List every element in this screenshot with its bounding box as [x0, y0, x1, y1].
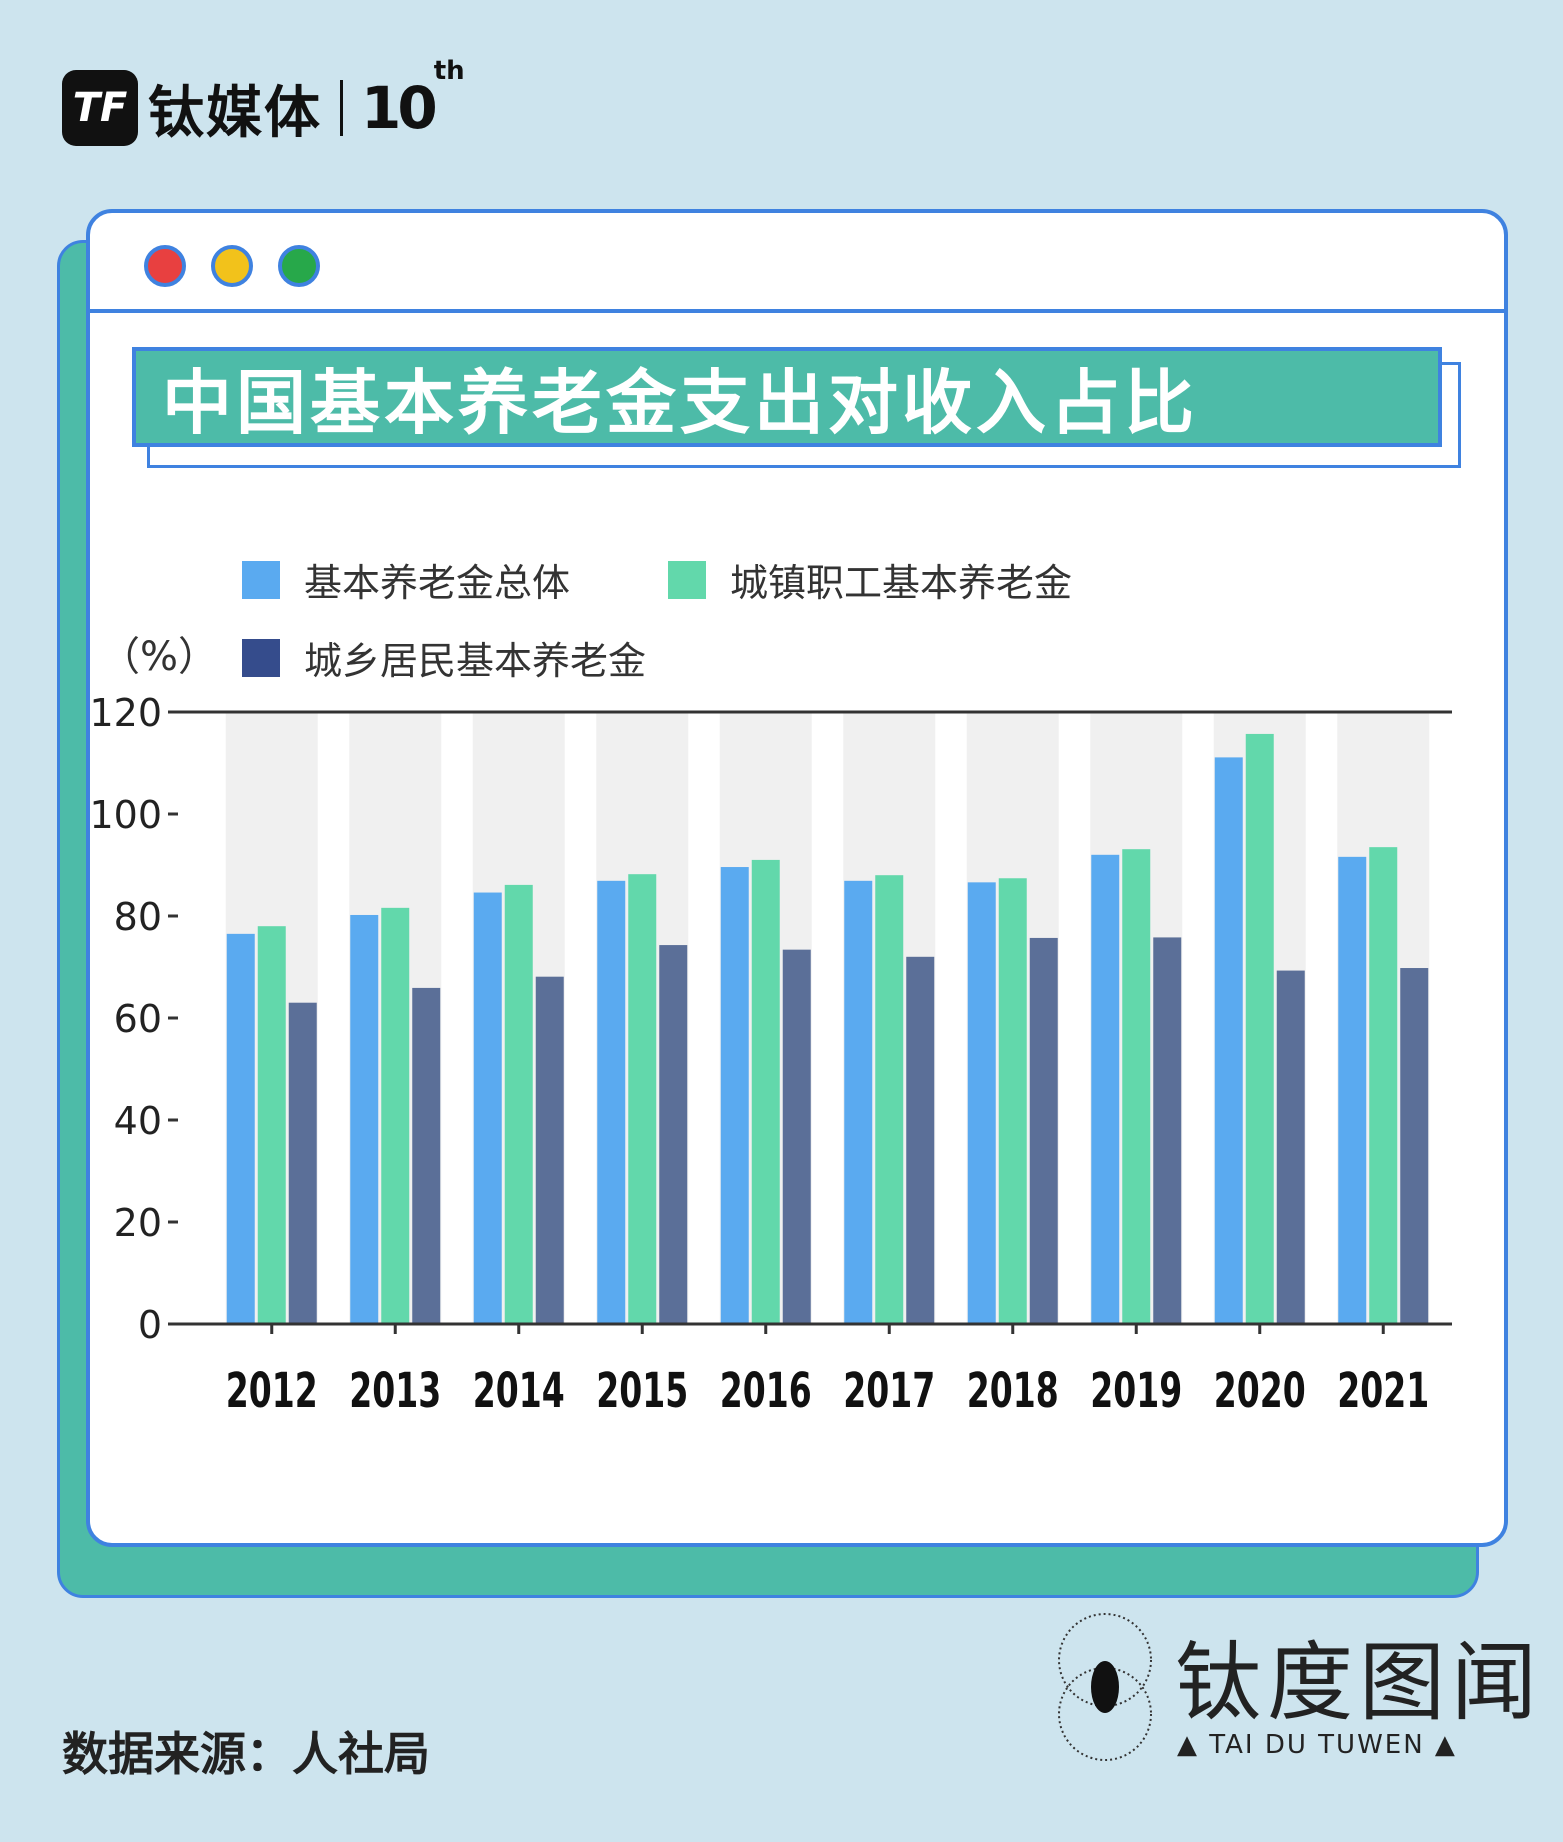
x-tick-label-2014: 2014 — [473, 1363, 565, 1419]
y-tick-label-100: 100 — [89, 793, 162, 837]
brand-logo: TF 钛媒体 10th — [62, 56, 465, 148]
legend-swatch-urban — [668, 560, 706, 599]
anniversary-badge: 10th — [361, 56, 465, 142]
x-tick-label-2015: 2015 — [596, 1363, 688, 1419]
bar-2017-series-1 — [844, 880, 873, 1324]
window-minimize-dot — [211, 245, 253, 287]
data-source: 数据来源：人社局 — [62, 1727, 430, 1781]
bar-2021-series-3 — [1400, 968, 1429, 1324]
bar-2016-series-1 — [720, 867, 749, 1324]
brand-logo-text: 钛媒体 — [148, 80, 322, 146]
brand-logo-mark: TF — [62, 70, 138, 146]
chart-title: 中国基本养老金支出对收入占比 — [162, 361, 1198, 444]
chart-title-bar: 中国基本养老金支出对收入占比 — [132, 347, 1442, 447]
x-tick-label-2018: 2018 — [967, 1363, 1059, 1419]
bar-2013-series-3 — [412, 987, 441, 1324]
y-tick-label-0: 0 — [138, 1303, 162, 1347]
bar-2013-series-2 — [381, 907, 410, 1324]
bar-2012-series-3 — [288, 1002, 317, 1324]
bar-2013-series-1 — [350, 914, 379, 1324]
bar-2016-series-2 — [751, 859, 780, 1324]
window-titlebar — [90, 213, 1504, 313]
legend-item-rural: 城乡居民基本养老金 — [242, 630, 646, 685]
bar-2021-series-1 — [1338, 856, 1367, 1324]
legend-item-total: 基本养老金总体 — [242, 552, 570, 607]
x-tick-label-2016: 2016 — [720, 1363, 812, 1419]
watermark-title: 钛度图闻 — [1175, 1633, 1543, 1733]
bar-2017-series-3 — [906, 956, 935, 1324]
x-tick-label-2020: 2020 — [1214, 1363, 1306, 1419]
bar-2014-series-3 — [535, 976, 564, 1324]
legend-item-urban: 城镇职工基本养老金 — [668, 552, 1072, 607]
bar-2015-series-2 — [628, 874, 657, 1324]
y-axis-unit: （%） — [100, 634, 219, 680]
bar-2019-series-2 — [1122, 849, 1151, 1324]
taidu-watermark: 钛度图闻 ▲ TAI DU TUWEN ▲ — [1055, 1612, 1537, 1772]
bar-2021-series-2 — [1369, 847, 1398, 1324]
bar-2015-series-1 — [597, 880, 626, 1324]
x-tick-label-2019: 2019 — [1090, 1363, 1182, 1419]
y-tick-label-20: 20 — [114, 1201, 162, 1245]
window-close-dot — [144, 245, 186, 287]
bar-2012-series-1 — [226, 933, 255, 1324]
bar-2020-series-2 — [1245, 733, 1274, 1324]
eye-icon — [1058, 1613, 1152, 1761]
bar-2019-series-3 — [1153, 937, 1182, 1324]
legend-label-rural: 城乡居民基本养老金 — [304, 639, 647, 683]
bar-2016-series-3 — [782, 949, 811, 1324]
legend-swatch-total — [242, 560, 280, 599]
bar-2017-series-2 — [875, 875, 904, 1324]
y-tick-label-40: 40 — [114, 1099, 162, 1143]
watermark-subtitle: ▲ TAI DU TUWEN ▲ — [1177, 1730, 1457, 1760]
x-tick-label-2013: 2013 — [349, 1363, 441, 1419]
bar-2019-series-1 — [1091, 854, 1120, 1324]
bar-2012-series-2 — [257, 926, 286, 1324]
bar-2014-series-2 — [504, 884, 533, 1324]
y-tick-label-60: 60 — [114, 997, 162, 1041]
bar-2018-series-1 — [967, 882, 996, 1324]
x-tick-label-2017: 2017 — [843, 1363, 935, 1419]
legend-swatch-rural — [242, 638, 280, 677]
y-tick-label-120: 120 — [89, 691, 162, 735]
y-tick-label-80: 80 — [114, 895, 162, 939]
legend-label-total: 基本养老金总体 — [304, 561, 571, 605]
legend-label-urban: 城镇职工基本养老金 — [730, 561, 1073, 605]
bar-2014-series-1 — [473, 892, 502, 1324]
bar-2018-series-2 — [998, 878, 1027, 1324]
bar-2018-series-3 — [1029, 937, 1058, 1324]
logo-divider — [340, 80, 343, 136]
bar-2015-series-3 — [659, 945, 688, 1324]
x-tick-label-2021: 2021 — [1337, 1363, 1429, 1419]
x-tick-label-2012: 2012 — [226, 1363, 318, 1419]
bar-2020-series-3 — [1276, 970, 1305, 1324]
window-maximize-dot — [278, 245, 320, 287]
bar-2020-series-1 — [1214, 757, 1243, 1324]
